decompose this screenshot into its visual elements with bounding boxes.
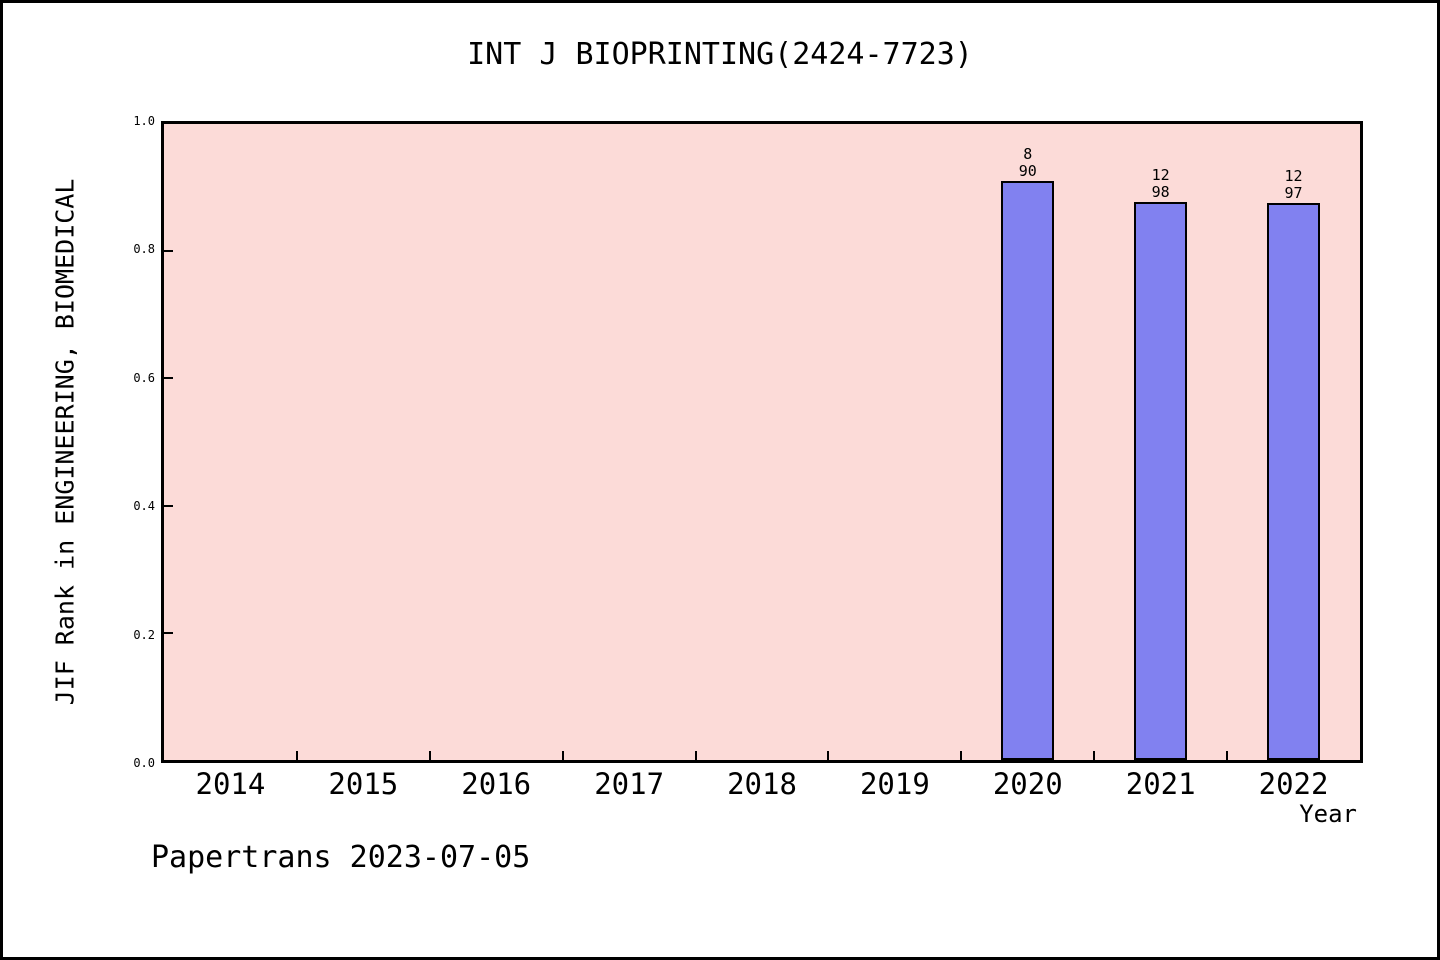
bar-value-label-2022: 12 97 <box>1284 166 1303 202</box>
bar-value-label-2020: 8 90 <box>1018 144 1037 180</box>
bar-2021 <box>1134 201 1188 760</box>
x-axis-tick-label-2019: 2019 <box>859 767 930 801</box>
x-axis-tick-mark <box>428 751 431 760</box>
footer-watermark: Papertrans 2023-07-05 <box>151 840 531 875</box>
y-axis-tick-label: 0.0 <box>133 756 155 770</box>
x-axis-tick-label-2020: 2020 <box>992 767 1063 801</box>
bar-2020 <box>1001 180 1055 760</box>
x-axis-tick-mark <box>295 751 298 760</box>
x-axis-tick-mark <box>1093 751 1096 760</box>
x-axis-tick-label-2015: 2015 <box>328 767 399 801</box>
plot-inner: 8 90 12 98 12 97 <box>164 124 1360 760</box>
y-axis-tick-mark <box>164 377 173 380</box>
y-axis-tick-label: 1.0 <box>133 114 155 128</box>
bar-value-label-2021: 12 98 <box>1151 165 1170 201</box>
chart-title: INT J BIOPRINTING(2424-7723) <box>467 37 973 72</box>
y-axis-title: JIF Rank in ENGINEERING, BIOMEDICAL <box>50 178 80 706</box>
x-axis-tick-label-2017: 2017 <box>594 767 665 801</box>
x-axis-tick-mark <box>694 751 697 760</box>
x-axis-tick-label-2016: 2016 <box>461 767 532 801</box>
x-axis-tick-mark <box>1226 751 1229 760</box>
bar-2022 <box>1267 202 1321 760</box>
x-axis-title: Year <box>1299 800 1357 828</box>
x-axis-tick-label-2014: 2014 <box>195 767 266 801</box>
y-axis-tick-label: 0.8 <box>133 242 155 257</box>
plot-area: 8 90 12 98 12 97 <box>161 121 1363 763</box>
y-axis-tick-label: 0.2 <box>133 627 155 642</box>
y-axis-tick-mark <box>164 250 173 253</box>
y-axis-tick-mark <box>164 504 173 507</box>
x-axis-tick-mark <box>960 751 963 760</box>
x-axis-tick-label-2022: 2022 <box>1258 767 1329 801</box>
x-axis-tick-label-2021: 2021 <box>1125 767 1196 801</box>
x-axis-tick-label-2018: 2018 <box>727 767 797 801</box>
y-axis-tick-mark <box>164 631 173 634</box>
x-axis-tick-mark <box>827 751 830 760</box>
y-axis-tick-label: 0.6 <box>133 370 155 385</box>
x-axis-tick-mark <box>561 751 564 760</box>
y-axis-tick-label: 0.4 <box>133 499 155 514</box>
